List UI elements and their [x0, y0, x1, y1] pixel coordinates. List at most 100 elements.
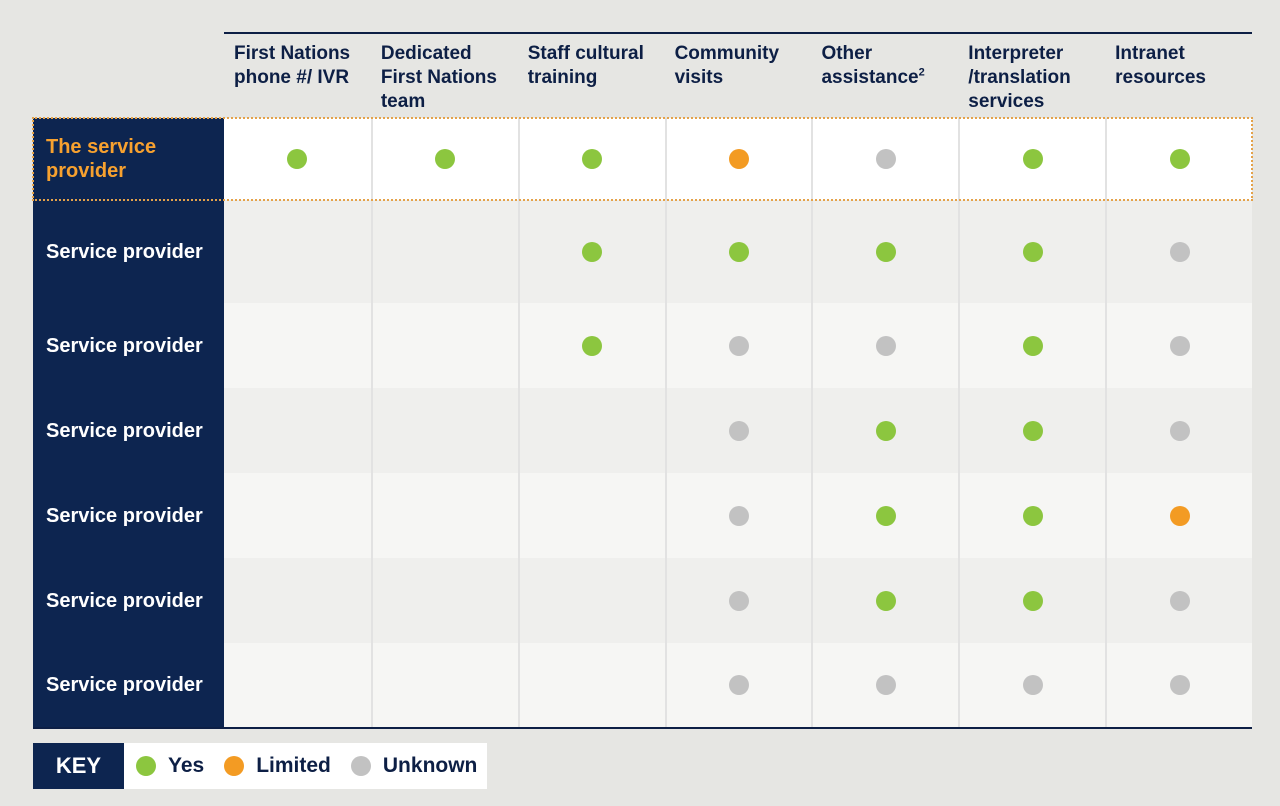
table-cell [811, 473, 959, 558]
table-row: Service provider [33, 303, 1253, 388]
table-cell [958, 200, 1106, 303]
table-cell [958, 118, 1106, 200]
table-row: Service provider [33, 643, 1253, 727]
column-header: Dedicated First Nations team [371, 34, 518, 118]
status-unknown-dot-icon [350, 756, 371, 776]
status-yes-dot-icon [875, 420, 896, 441]
status-unknown-dot-icon [1169, 590, 1190, 611]
table-cell [370, 643, 518, 727]
table-cell [370, 118, 518, 200]
table-cell [958, 643, 1106, 727]
status-yes-dot-icon [435, 149, 456, 169]
table-row: Service provider [33, 388, 1253, 473]
table-cell [664, 388, 812, 473]
table-cell [517, 303, 665, 388]
table-cell [224, 388, 371, 473]
status-unknown-dot-icon [1169, 420, 1190, 441]
table-cell [811, 200, 959, 303]
column-header: Community visits [665, 34, 812, 118]
table-cell [224, 473, 371, 558]
header-top-rule [224, 32, 1252, 34]
table-cell [958, 303, 1106, 388]
table-cell [224, 118, 371, 200]
table-cell [517, 473, 665, 558]
row-label: Service provider [33, 473, 224, 558]
table-cell [517, 200, 665, 303]
key-items: Yes Limited Unknown [124, 743, 488, 789]
status-yes-dot-icon [1022, 505, 1043, 526]
status-yes-dot-icon [875, 241, 896, 262]
status-unknown-dot-icon [729, 335, 749, 356]
row-label: The service provider [33, 118, 224, 200]
status-yes-dot-icon [875, 590, 896, 611]
key-title: KEY [33, 743, 124, 789]
status-limited-dot-icon [1169, 505, 1190, 526]
status-yes-dot-icon [582, 241, 603, 262]
table-cell [811, 118, 959, 200]
table-cell [664, 303, 812, 388]
table-cell [811, 643, 959, 727]
table-cell [370, 558, 518, 643]
table-cell [224, 558, 371, 643]
status-yes-dot-icon [1022, 335, 1043, 356]
table-cell [1105, 643, 1253, 727]
key-item-limited: Limited [224, 754, 331, 778]
row-label: Service provider [33, 303, 224, 388]
status-yes-dot-icon [1022, 149, 1043, 169]
status-yes-dot-icon [729, 241, 749, 262]
table-cell [1105, 303, 1253, 388]
column-header: First Nations phone #/ IVR [224, 34, 371, 118]
table-cell [517, 558, 665, 643]
footnote-marker: 2 [918, 66, 925, 79]
status-unknown-dot-icon [875, 335, 896, 356]
table-cell [1105, 558, 1253, 643]
column-header-label: First Nations phone #/ IVR [234, 43, 351, 88]
status-unknown-dot-icon [1169, 675, 1190, 695]
table-cell [1105, 118, 1253, 200]
table-cell [958, 558, 1106, 643]
table-cell [370, 303, 518, 388]
status-yes-dot-icon [582, 149, 603, 169]
column-header-label: Interpreter /translation services [968, 43, 1071, 112]
column-header-label: Staff cultural training [527, 43, 644, 88]
table-cell [958, 388, 1106, 473]
status-yes-dot-icon [1022, 420, 1043, 441]
column-header-label: Intranet resources [1115, 43, 1206, 88]
legend-key: KEY Yes Limited Unknown [33, 743, 488, 789]
table-cell [811, 303, 959, 388]
key-item-label: Yes [168, 754, 205, 777]
status-unknown-dot-icon [1169, 241, 1190, 262]
status-limited-dot-icon [729, 149, 749, 169]
status-limited-dot-icon [224, 756, 245, 776]
table-cell [517, 643, 665, 727]
table-cell [664, 473, 812, 558]
row-label: Service provider [33, 643, 224, 727]
table-cell [224, 200, 371, 303]
table-cell [664, 643, 812, 727]
status-unknown-dot-icon [1022, 675, 1043, 695]
status-yes-dot-icon [1022, 241, 1043, 262]
key-item-label: Unknown [382, 754, 478, 777]
column-header-label: Other assistance [821, 43, 919, 88]
status-yes-dot-icon [136, 756, 156, 776]
column-header: Other assistance2 [811, 34, 958, 118]
status-unknown-dot-icon [875, 675, 896, 695]
status-unknown-dot-icon [1169, 335, 1190, 356]
table-cell [664, 118, 812, 200]
table-cell [517, 118, 665, 200]
table-bottom-rule [33, 727, 1252, 729]
key-item-yes: Yes [136, 754, 204, 778]
table-cell [1105, 388, 1253, 473]
table-cell [1105, 200, 1253, 303]
column-header: Interpreter /translation services [958, 34, 1105, 118]
table-cell [370, 200, 518, 303]
column-header: Staff cultural training [518, 34, 665, 118]
status-unknown-dot-icon [729, 420, 749, 441]
status-unknown-dot-icon [729, 675, 749, 695]
table-cell [224, 643, 371, 727]
status-unknown-dot-icon [875, 149, 896, 169]
table-cell [958, 473, 1106, 558]
status-yes-dot-icon [582, 335, 603, 356]
table-row: The service provider [32, 117, 1253, 201]
table-cell [370, 473, 518, 558]
